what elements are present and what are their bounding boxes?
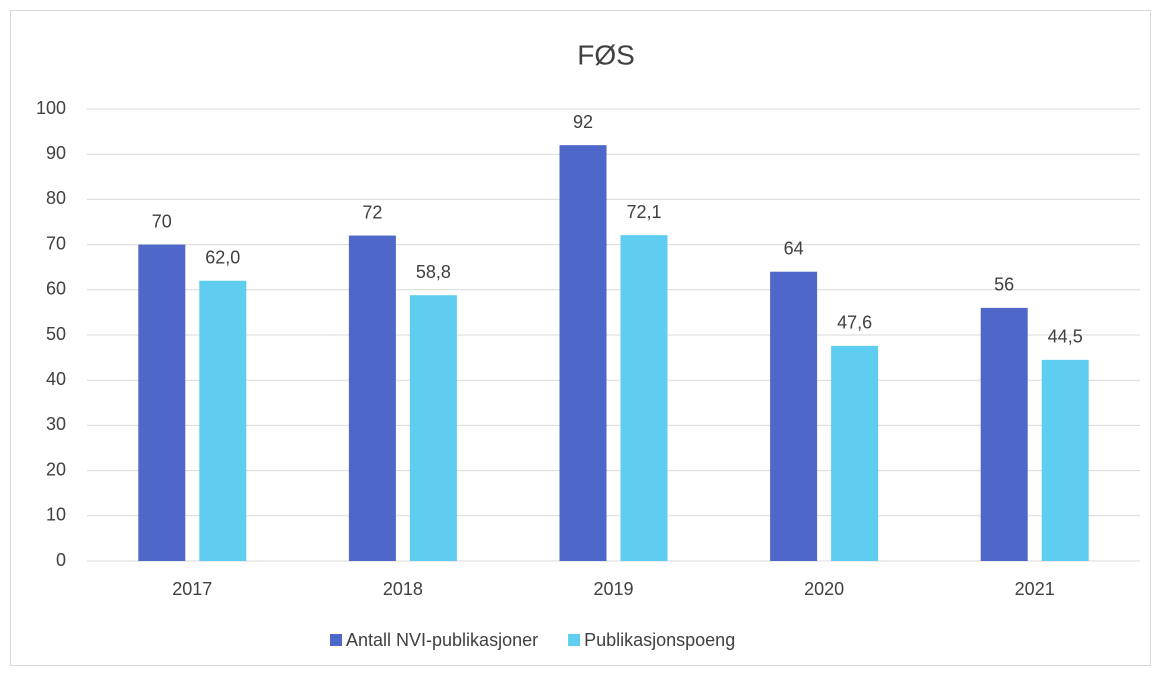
y-tick-label: 60 bbox=[46, 279, 66, 299]
y-tick-label: 10 bbox=[46, 505, 66, 525]
data-label: 92 bbox=[573, 112, 593, 132]
legend-swatch bbox=[568, 634, 581, 646]
y-tick-label: 100 bbox=[36, 98, 66, 118]
data-label: 64 bbox=[784, 238, 804, 258]
legend-label: Antall NVI-publikasjoner bbox=[346, 630, 538, 650]
bar bbox=[199, 280, 247, 561]
data-label: 70 bbox=[152, 211, 172, 231]
y-tick-label: 90 bbox=[46, 143, 66, 163]
y-tick-label: 40 bbox=[46, 369, 66, 389]
x-tick-label: 2021 bbox=[1015, 579, 1055, 599]
chart-title: FØS bbox=[577, 39, 635, 70]
y-tick-label: 20 bbox=[46, 459, 66, 479]
data-label: 72,1 bbox=[626, 202, 661, 222]
legend-swatch bbox=[330, 634, 342, 646]
data-label: 62,0 bbox=[205, 248, 240, 268]
y-tick-label: 0 bbox=[56, 550, 66, 570]
bar bbox=[348, 235, 396, 561]
bar bbox=[770, 271, 818, 561]
y-tick-label: 50 bbox=[46, 324, 66, 344]
legend-label: Publikasjonspoeng bbox=[584, 630, 735, 650]
data-label: 58,8 bbox=[416, 262, 451, 282]
y-tick-label: 30 bbox=[46, 414, 66, 434]
y-tick-label: 70 bbox=[46, 233, 66, 253]
bar bbox=[1041, 359, 1089, 561]
data-label: 56 bbox=[994, 275, 1014, 295]
bar bbox=[620, 235, 668, 561]
data-label: 47,6 bbox=[837, 313, 872, 333]
bar bbox=[559, 145, 607, 561]
x-tick-label: 2019 bbox=[593, 579, 633, 599]
x-tick-label: 2018 bbox=[383, 579, 423, 599]
data-label: 72 bbox=[362, 202, 382, 222]
data-label: 44,5 bbox=[1048, 327, 1083, 347]
bar bbox=[409, 295, 457, 561]
x-tick-label: 2020 bbox=[804, 579, 844, 599]
y-tick-label: 80 bbox=[46, 188, 66, 208]
x-tick-label: 2017 bbox=[172, 579, 212, 599]
bar bbox=[980, 307, 1028, 561]
bar bbox=[138, 244, 186, 561]
bar bbox=[831, 345, 879, 561]
